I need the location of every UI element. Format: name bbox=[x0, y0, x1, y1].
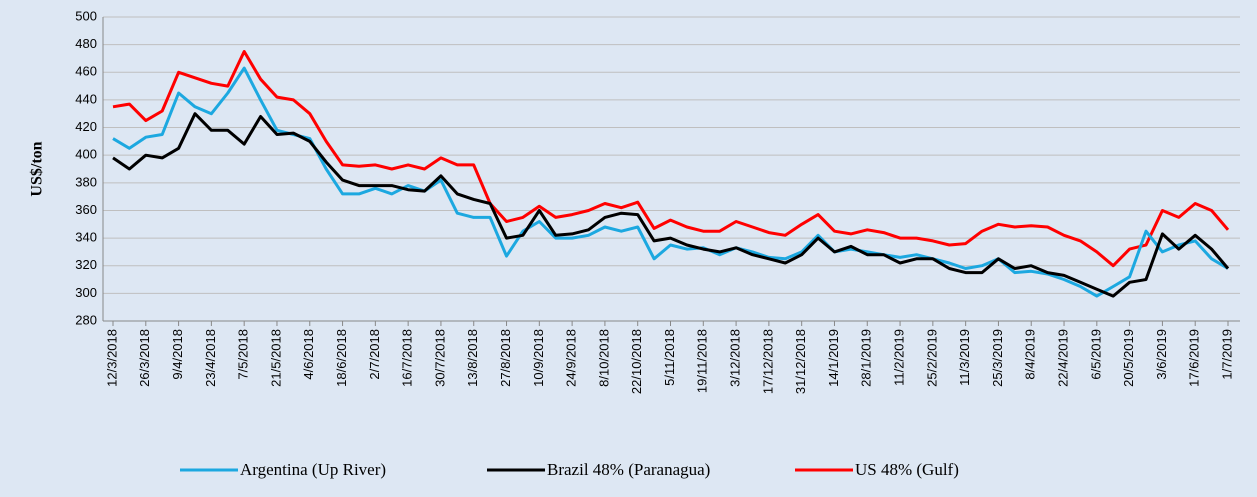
x-tick-label: 11/2/2019 bbox=[891, 329, 906, 386]
y-tick-label: 460 bbox=[75, 64, 97, 79]
x-tick-label: 9/4/2018 bbox=[170, 329, 185, 380]
x-tick-label: 1/7/2019 bbox=[1219, 329, 1234, 380]
x-tick-label: 20/5/2019 bbox=[1121, 329, 1136, 387]
x-tick-label: 25/3/2019 bbox=[990, 329, 1005, 387]
legend-label: Brazil 48% (Paranagua) bbox=[547, 460, 710, 479]
series-line bbox=[112, 112, 1230, 298]
x-tick-label: 28/1/2019 bbox=[859, 329, 874, 387]
x-tick-label: 3/6/2019 bbox=[1154, 329, 1169, 380]
x-tick-label: 7/5/2018 bbox=[236, 329, 251, 380]
y-tick-label: 480 bbox=[75, 36, 97, 51]
x-tick-label: 24/9/2018 bbox=[564, 329, 579, 387]
y-tick-label: 320 bbox=[75, 257, 97, 272]
x-tick-label: 16/7/2018 bbox=[400, 329, 415, 387]
x-tick-label: 4/6/2018 bbox=[301, 329, 316, 380]
x-tick-label: 22/4/2019 bbox=[1055, 329, 1070, 387]
legend-label: Argentina (Up River) bbox=[240, 460, 386, 479]
y-tick-label: 360 bbox=[75, 202, 97, 217]
x-tick-label: 23/4/2018 bbox=[203, 329, 218, 387]
x-tick-label: 2/7/2018 bbox=[367, 329, 382, 380]
x-tick-label: 17/6/2019 bbox=[1187, 329, 1202, 387]
x-tick-label: 18/6/2018 bbox=[334, 329, 349, 387]
legend-label: US 48% (Gulf) bbox=[855, 460, 959, 479]
x-tick-label: 5/11/2018 bbox=[662, 329, 677, 386]
x-tick-label: 26/3/2018 bbox=[137, 329, 152, 387]
y-axis-title: US$/ton bbox=[29, 141, 46, 196]
x-tick-label: 27/8/2018 bbox=[498, 329, 513, 387]
series-line bbox=[112, 50, 1230, 268]
x-tick-label: 6/5/2019 bbox=[1088, 329, 1103, 380]
y-tick-label: 280 bbox=[75, 312, 97, 327]
x-tick-label: 10/9/2018 bbox=[531, 329, 546, 387]
x-tick-label: 8/10/2018 bbox=[596, 329, 611, 387]
y-tick-label: 420 bbox=[75, 119, 97, 134]
x-tick-label: 8/4/2019 bbox=[1023, 329, 1038, 380]
x-tick-label: 17/12/2018 bbox=[760, 329, 775, 394]
x-tick-label: 12/3/2018 bbox=[104, 329, 119, 387]
x-tick-label: 14/1/2019 bbox=[826, 329, 841, 387]
y-tick-label: 340 bbox=[75, 230, 97, 245]
x-tick-label: 25/2/2019 bbox=[924, 329, 939, 387]
y-tick-label: 440 bbox=[75, 91, 97, 106]
x-tick-label: 19/11/2018 bbox=[695, 329, 710, 393]
y-tick-label: 400 bbox=[75, 147, 97, 162]
x-tick-label: 31/12/2018 bbox=[793, 329, 808, 394]
x-tick-label: 13/8/2018 bbox=[465, 329, 480, 387]
x-tick-label: 21/5/2018 bbox=[268, 329, 283, 387]
y-tick-label: 300 bbox=[75, 285, 97, 300]
x-tick-label: 3/12/2018 bbox=[728, 329, 743, 387]
y-tick-label: 380 bbox=[75, 174, 97, 189]
x-tick-label: 22/10/2018 bbox=[629, 329, 644, 394]
x-tick-label: 11/3/2019 bbox=[957, 329, 972, 386]
y-tick-label: 500 bbox=[75, 8, 97, 23]
x-tick-label: 30/7/2018 bbox=[432, 329, 447, 387]
